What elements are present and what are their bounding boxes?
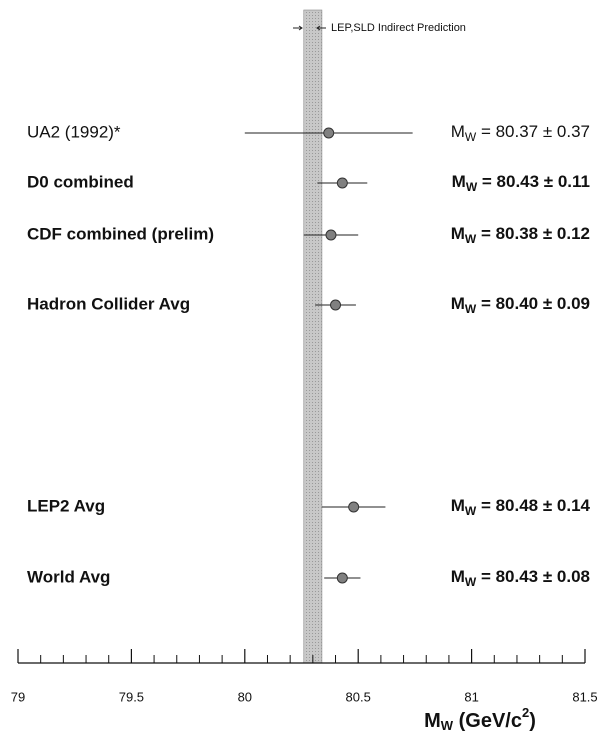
row-label: Hadron Collider Avg: [27, 294, 190, 313]
x-axis-title: MW (GeV/c2): [424, 705, 536, 733]
data-point: [336, 572, 348, 584]
x-tick-label: 80.5: [346, 689, 371, 704]
value-label-prefix: =: [476, 224, 495, 243]
row-label: LEP2 Avg: [27, 496, 105, 515]
data-point: [330, 299, 342, 311]
arrow-left-head: [316, 25, 321, 31]
value-label: MW = 80.37 ± 0.37: [451, 122, 590, 144]
x-tick-label: 79: [11, 689, 25, 704]
value-label-text: 80.48 ± 0.14: [496, 496, 591, 515]
value-label-prefix: =: [476, 294, 495, 313]
annotation: LEP,SLD Indirect Prediction: [331, 22, 466, 34]
value-label-prefix: W: [465, 232, 477, 246]
data-point: [325, 229, 337, 241]
x-axis-title-part: M: [424, 710, 441, 732]
value-label-prefix: M: [451, 294, 465, 313]
x-axis-title-part: 2: [522, 705, 529, 720]
value-label: MW = 80.38 ± 0.12: [451, 224, 590, 246]
data-point: [336, 177, 348, 189]
value-label-prefix: =: [476, 496, 495, 515]
row-label: CDF combined (prelim): [27, 224, 214, 243]
value-label-prefix: M: [451, 122, 465, 141]
x-tick-label: 80: [238, 689, 252, 704]
x-axis-title-part: (GeV/c: [453, 710, 522, 732]
arrow-right-head: [298, 25, 303, 31]
value-label-text: 80.38 ± 0.12: [496, 224, 590, 243]
row-label: UA2 (1992)*: [27, 122, 121, 141]
value-label-prefix: =: [476, 122, 495, 141]
value-label: MW = 80.43 ± 0.08: [451, 567, 590, 589]
data-point: [348, 501, 360, 513]
value-label-prefix: M: [451, 496, 465, 515]
x-tick-label: 81.5: [572, 689, 597, 704]
x-axis-title-part: W: [441, 718, 454, 733]
value-label-prefix: W: [465, 504, 477, 518]
value-label-prefix: =: [476, 567, 495, 586]
value-label-prefix: W: [465, 130, 477, 144]
row-label: World Avg: [27, 567, 110, 586]
value-label: MW = 80.43 ± 0.11: [452, 172, 590, 194]
x-tick-label: 79.5: [119, 689, 144, 704]
row-label: D0 combined: [27, 172, 134, 191]
x-axis-title-part: ): [529, 710, 536, 732]
band-texture: [303, 10, 322, 663]
x-tick-label: 81: [464, 689, 478, 704]
value-label-prefix: M: [451, 567, 465, 586]
data-point: [323, 127, 335, 139]
value-label-prefix: W: [465, 302, 477, 316]
value-label-prefix: M: [452, 172, 466, 191]
value-label-text: 80.37 ± 0.37: [496, 122, 590, 141]
value-label-text: 80.43 ± 0.11: [497, 172, 590, 191]
band-layer: [303, 9, 323, 664]
value-label-prefix: =: [477, 172, 496, 191]
value-label: MW = 80.40 ± 0.09: [451, 294, 590, 316]
value-label-prefix: W: [465, 575, 477, 589]
value-label-text: 80.43 ± 0.08: [496, 567, 590, 586]
value-label-prefix: M: [451, 224, 465, 243]
value-label-prefix: W: [466, 180, 478, 194]
value-label: MW = 80.48 ± 0.14: [451, 496, 591, 518]
value-label-text: 80.40 ± 0.09: [496, 294, 590, 313]
